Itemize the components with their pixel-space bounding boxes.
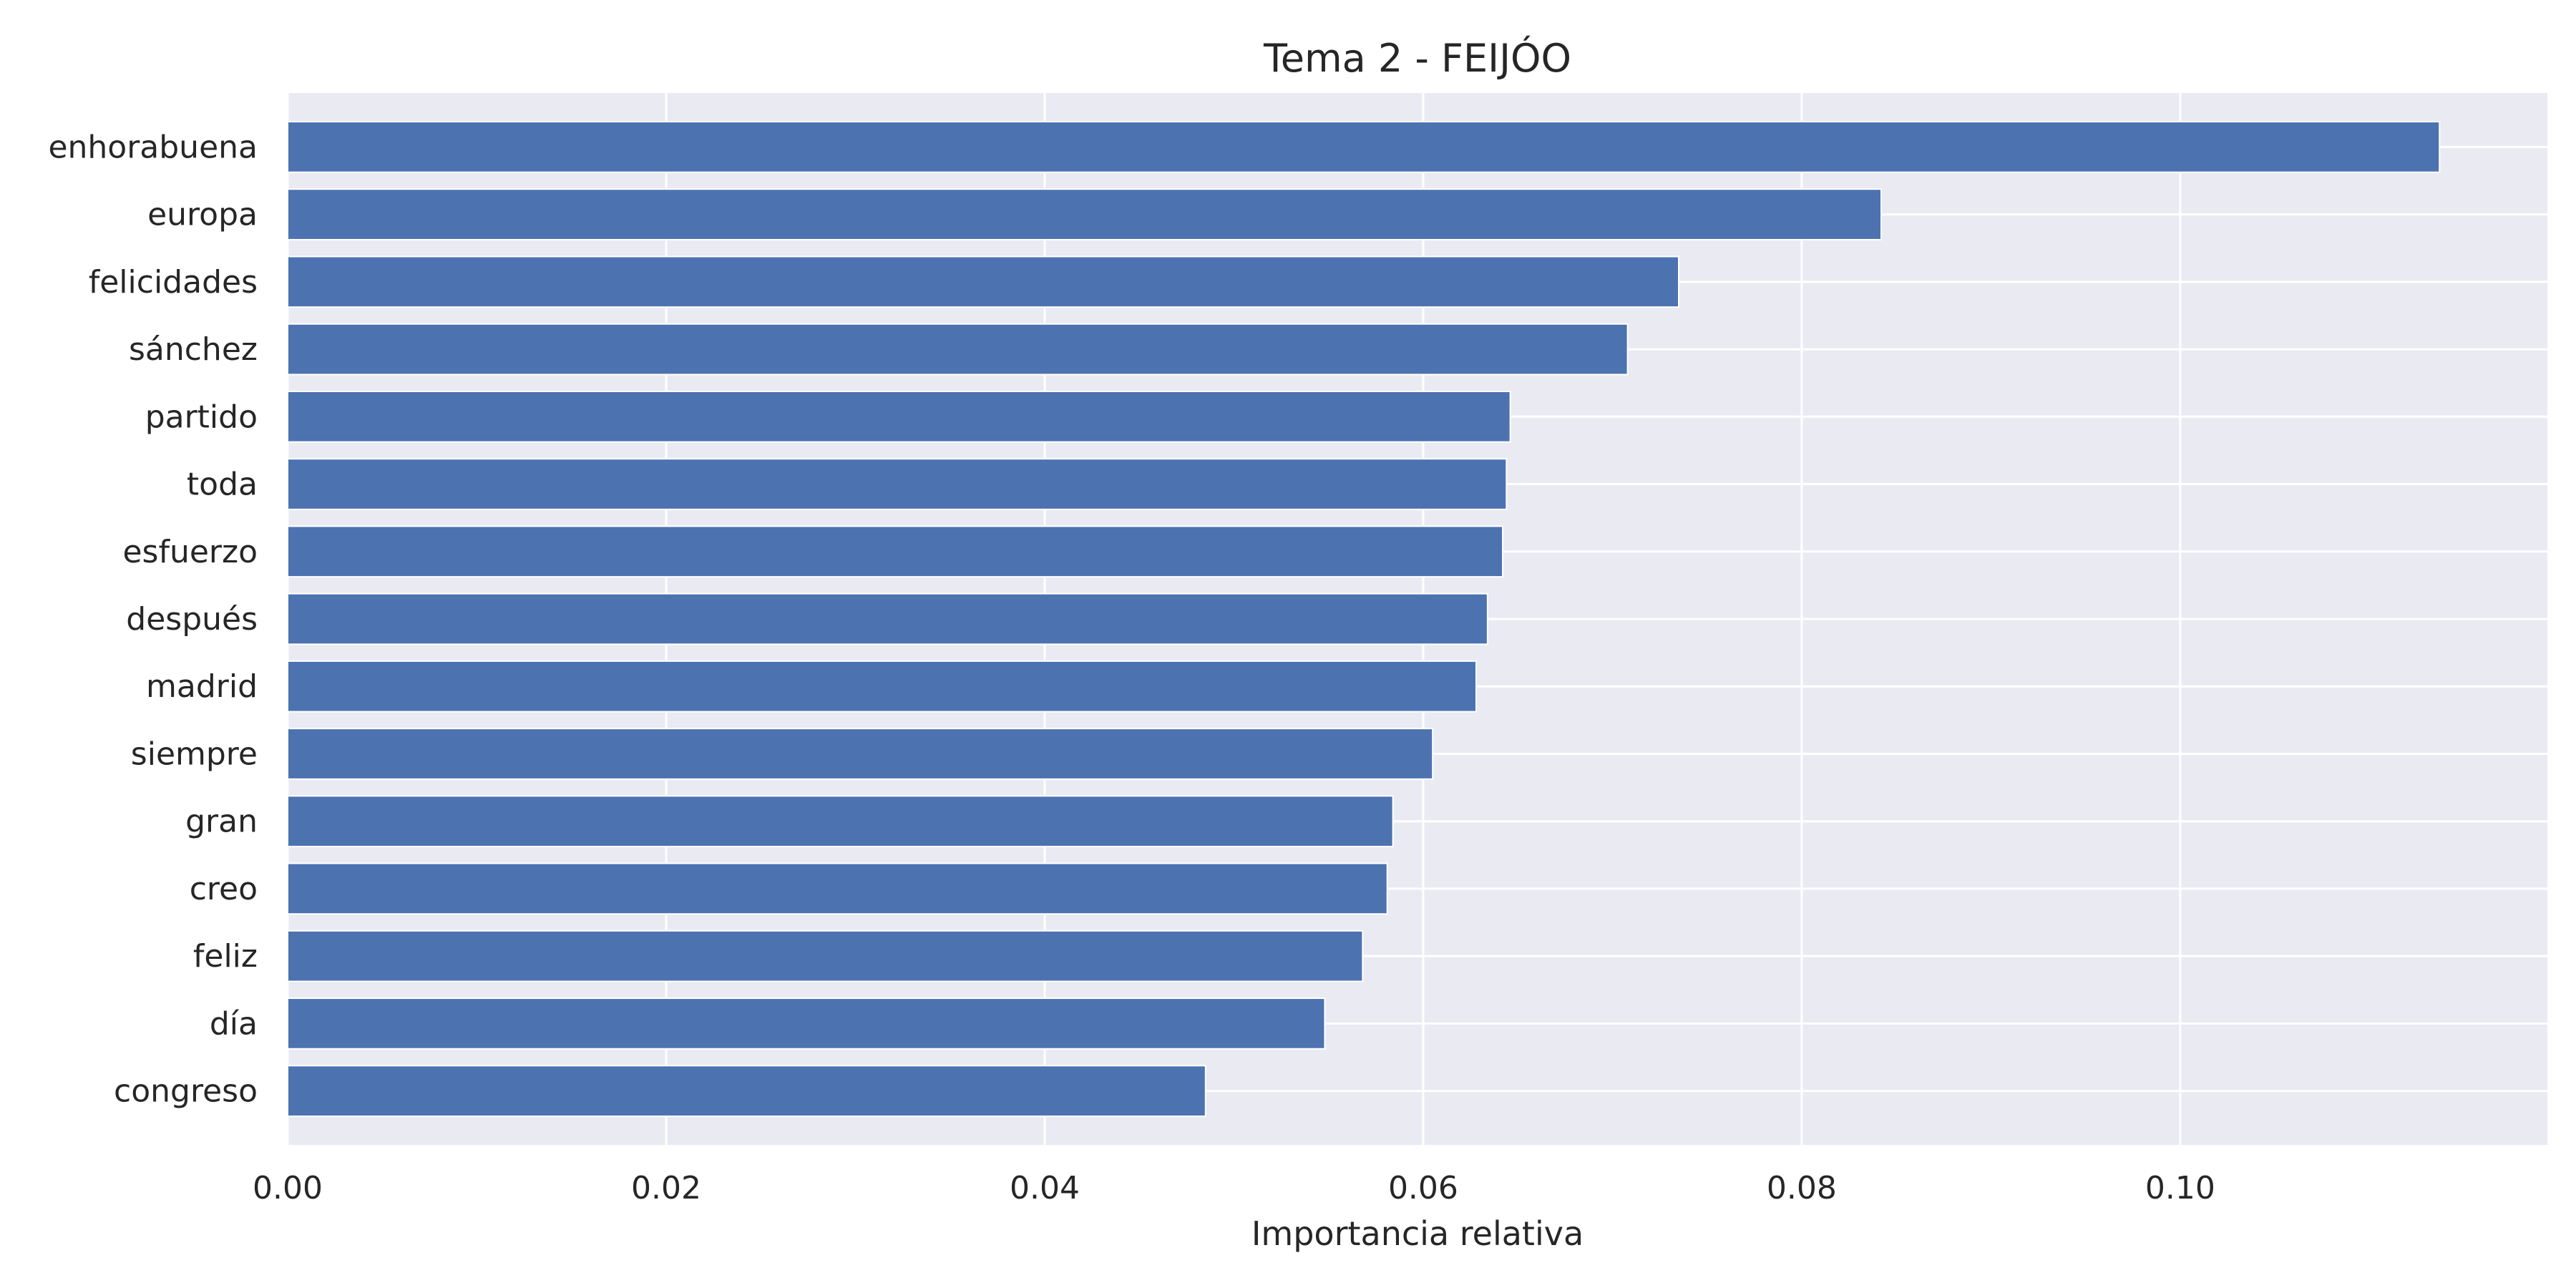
category-label: madrid: [146, 668, 258, 705]
category-label: enhorabuena: [48, 129, 258, 165]
bar-después: [287, 592, 1488, 645]
category-label: sánchez: [129, 331, 258, 368]
bar-creo: [287, 862, 1388, 915]
x-axis-label: Importancia relativa: [1252, 1214, 1584, 1253]
category-label: partido: [145, 399, 258, 435]
x-tick-label: 0.08: [1767, 1170, 1837, 1206]
category-label: europa: [147, 197, 258, 233]
x-tick-label: 0.06: [1388, 1170, 1458, 1206]
bars: [287, 121, 2441, 1117]
category-labels: enhorabuena europa felicidades sánchez parti…: [48, 129, 258, 1109]
category-label: día: [210, 1005, 258, 1042]
x-tick-label: 0.04: [1010, 1170, 1080, 1206]
bar-congreso: [287, 1065, 1206, 1117]
category-label: feliz: [193, 938, 258, 975]
category-label: toda: [187, 467, 258, 503]
bar-sánchez: [287, 323, 1629, 376]
x-tick-label: 0.10: [2145, 1170, 2215, 1206]
bar-siempre: [287, 728, 1434, 780]
bar-esfuerzo: [287, 525, 1504, 578]
x-tick-labels: 0.00 0.02 0.04 0.06 0.08 0.10: [253, 1170, 2215, 1206]
bar-partido: [287, 390, 1511, 443]
category-label: felicidades: [89, 264, 258, 301]
x-tick-label: 0.02: [631, 1170, 701, 1206]
chart-title: Tema 2 - FEIJÓO: [1263, 36, 1571, 81]
x-tick-label: 0.00: [253, 1170, 323, 1206]
bar-gran: [287, 795, 1394, 848]
bar-enhorabuena: [287, 121, 2441, 173]
category-label: después: [126, 601, 258, 638]
category-label: creo: [190, 871, 258, 907]
category-label: esfuerzo: [122, 534, 258, 570]
category-label: congreso: [114, 1073, 258, 1110]
bar-europa: [287, 188, 1882, 240]
bar-madrid: [287, 660, 1477, 713]
bar-toda: [287, 458, 1508, 510]
bar-feliz: [287, 930, 1364, 982]
category-label: gran: [185, 804, 258, 840]
category-label: siempre: [131, 736, 258, 772]
bar-día: [287, 997, 1326, 1050]
bar-felicidades: [287, 255, 1679, 308]
